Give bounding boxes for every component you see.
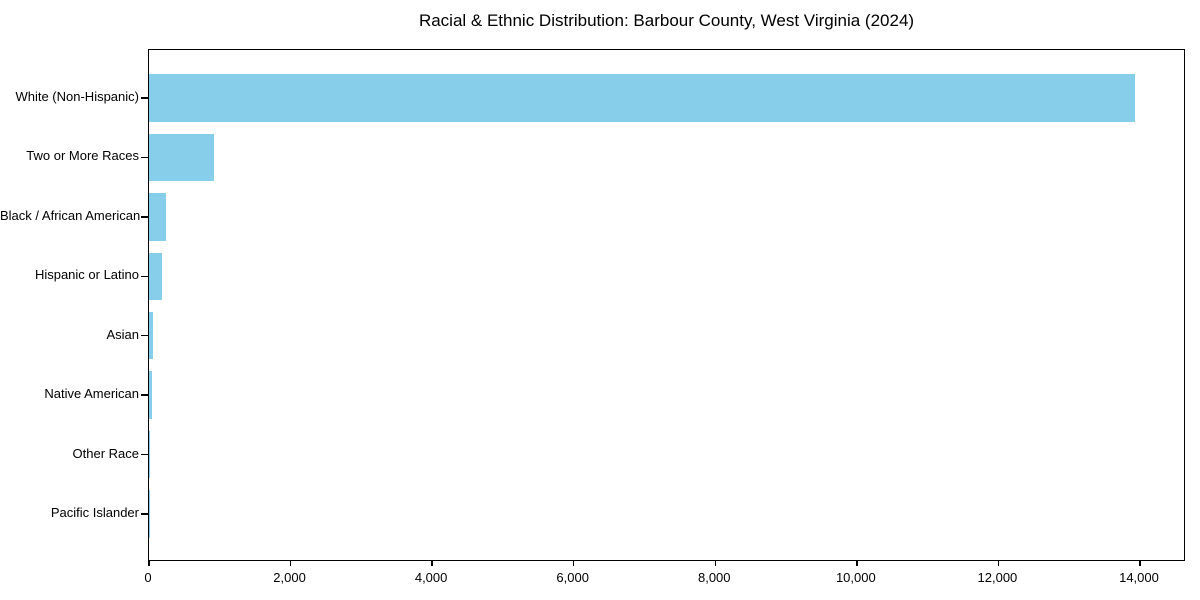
x-tick-label: 12,000 <box>977 570 1018 585</box>
category-label: Native American <box>44 386 139 402</box>
x-tick-label: 6,000 <box>556 570 589 585</box>
category-label: Two or More Races <box>26 148 139 164</box>
x-tick-label: 10,000 <box>835 570 876 585</box>
x-tick-label: 4,000 <box>414 570 448 585</box>
x-tick <box>714 560 717 566</box>
category-label: Pacific Islander <box>50 505 139 520</box>
bar <box>149 133 215 182</box>
category-label: Hispanic or Latino <box>34 267 139 283</box>
y-tick <box>141 156 148 159</box>
bar <box>149 74 1136 122</box>
x-tick <box>856 560 858 566</box>
x-tick-label: 14,000 <box>1119 570 1159 585</box>
bar <box>149 371 152 419</box>
y-tick <box>141 513 148 515</box>
x-tick-label: 0 <box>144 570 152 585</box>
bar <box>149 193 166 241</box>
y-tick <box>141 216 148 218</box>
category-label: Other Race <box>72 445 139 461</box>
y-tick <box>141 453 148 456</box>
y-tick <box>141 394 148 396</box>
y-tick <box>141 97 148 99</box>
x-tick-label: 2,000 <box>273 570 306 585</box>
chart-title: Racial & Ethnic Distribution: Barbour Co… <box>418 11 915 30</box>
plot-area <box>141 49 1185 566</box>
category-label: Asian <box>106 326 139 342</box>
x-tick <box>572 560 575 566</box>
category-label: White (Non-Hispanic) <box>15 89 139 104</box>
category-label: Black / African American <box>0 207 141 223</box>
x-tick <box>289 560 292 566</box>
x-tick <box>997 560 1000 566</box>
y-tick <box>141 275 148 278</box>
x-tick <box>431 560 433 566</box>
bar <box>149 311 153 360</box>
x-tick-label: 8,000 <box>697 570 731 585</box>
y-tick <box>141 334 148 337</box>
x-tick <box>148 560 150 566</box>
bar <box>149 252 163 301</box>
bar <box>149 430 150 479</box>
x-tick <box>1139 560 1141 566</box>
